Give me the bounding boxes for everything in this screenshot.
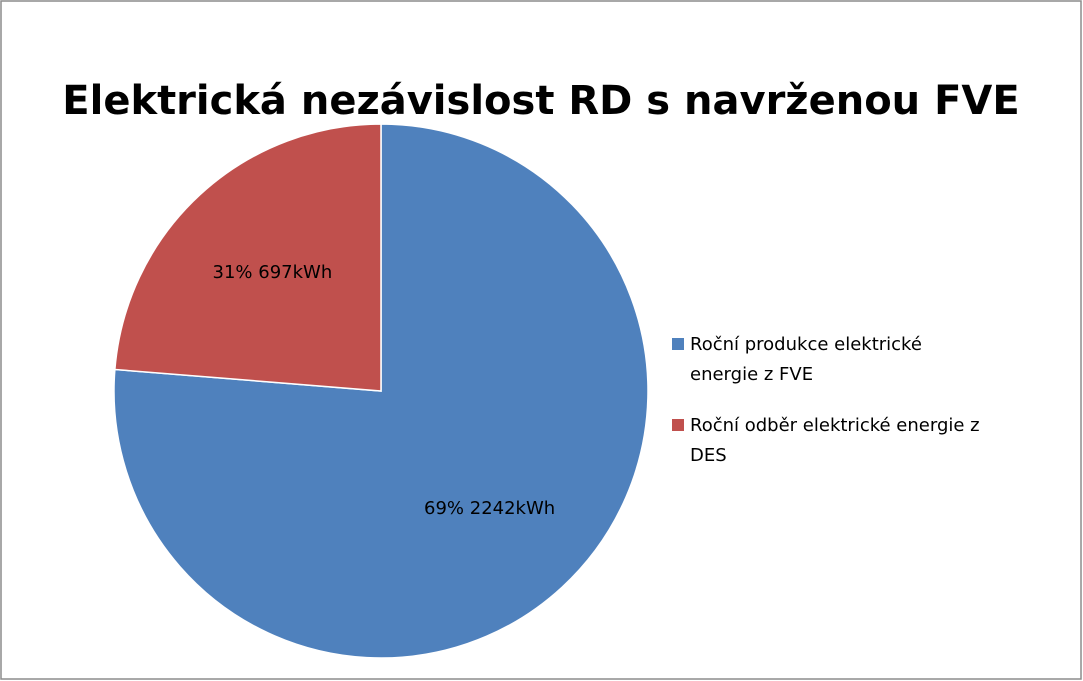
chart-title: Elektrická nezávislost RD s navrženou FV… <box>62 78 1019 124</box>
legend-swatch <box>672 419 684 431</box>
pie-slice <box>114 123 382 392</box>
legend-label: Roční odběr elektrické energie z DES <box>690 415 980 466</box>
data-label: 31% 697kWh <box>213 262 333 283</box>
data-label: 69% 2242kWh <box>424 498 555 519</box>
legend-swatch <box>672 338 684 350</box>
legend-label: Roční produkce elektrické energie z FVE <box>690 334 922 385</box>
